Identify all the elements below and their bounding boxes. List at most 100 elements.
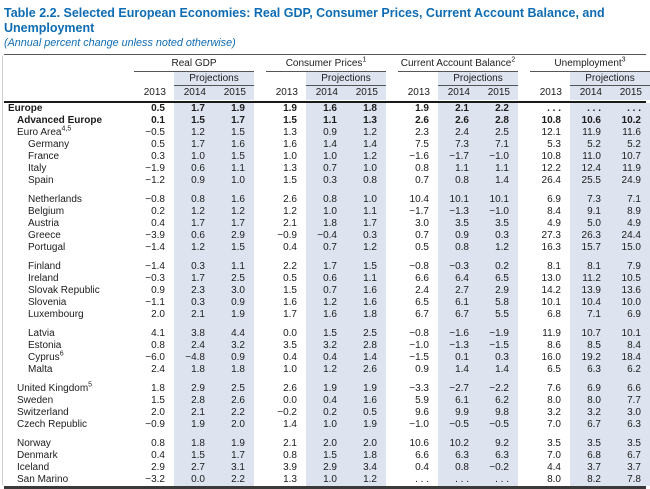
value-cell: 2.2: [214, 407, 254, 419]
row-label: Austria: [28, 218, 60, 229]
value-cell: 3.5: [547, 438, 561, 449]
value-cell: 8.9: [610, 206, 650, 218]
value-cell: 8.4: [610, 340, 650, 352]
value-cell: 19.2: [570, 352, 610, 364]
value-cell: 2.5: [346, 321, 386, 340]
value-cell: 1.4: [306, 139, 346, 151]
value-cell: 8.0: [547, 474, 561, 485]
projections-label: Projections: [306, 72, 386, 86]
value-cell: 2.9: [174, 376, 214, 395]
value-cell: 7.6: [547, 383, 561, 394]
value-cell: −1.7: [438, 151, 478, 163]
table-row: Luxembourg 2.0 2.1 1.9 1.7 1.6 1.8 6.7 6.7 5.5 6.8…: [4, 309, 650, 321]
value-cell: 6.3: [570, 364, 610, 376]
value-cell: 2.8: [174, 395, 214, 407]
value-cell: 1.0: [306, 474, 346, 486]
row-label: Finland: [28, 261, 61, 272]
value-cell: 1.5: [306, 321, 346, 340]
value-cell: 7.1: [570, 309, 610, 321]
value-cell: −0.5: [478, 419, 518, 431]
value-cell: 1.1: [346, 206, 386, 218]
value-cell: 24.9: [610, 175, 650, 187]
value-cell: 2.6: [415, 115, 429, 126]
value-cell: 0.2: [478, 254, 518, 273]
value-cell: 0.1: [151, 115, 165, 126]
value-cell: −0.8: [409, 328, 429, 339]
value-cell: 6.3: [438, 450, 478, 462]
value-cell: 0.0: [283, 395, 297, 406]
value-cell: −3.3: [409, 383, 429, 394]
table-row: Slovenia −1.1 0.3 0.9 1.6 1.2 1.6 6.5 6.1 5.8 10.1…: [4, 297, 650, 309]
value-cell: 2.2: [283, 261, 297, 272]
projections-label: Projections: [570, 72, 650, 86]
value-cell: 7.0: [547, 419, 561, 430]
value-cell: 0.5: [151, 103, 165, 114]
table-row: Europe 0.5 1.7 1.9 1.9 1.6 1.8 1.9 2.1 2.2. . .. …: [4, 103, 650, 115]
column-group-label: Real GDP: [134, 55, 254, 72]
value-cell: 3.5: [570, 431, 610, 450]
value-cell: 1.5: [174, 450, 214, 462]
value-cell: 2.6: [346, 364, 386, 376]
value-cell: 24.4: [610, 230, 650, 242]
value-cell: −0.3: [438, 254, 478, 273]
row-label: Norway: [17, 438, 51, 449]
value-cell: 0.5: [415, 242, 429, 253]
value-cell: 10.1: [438, 187, 478, 206]
value-cell: 0.7: [415, 230, 429, 241]
value-cell: 0.3: [174, 297, 214, 309]
value-cell: 1.8: [346, 450, 386, 462]
row-label: Spain: [28, 175, 54, 186]
value-cell: 0.8: [415, 163, 429, 174]
value-cell: 3.0: [415, 218, 429, 229]
value-cell: 16.0: [541, 352, 561, 363]
value-cell: 3.5: [438, 218, 478, 230]
value-cell: 0.8: [346, 175, 386, 187]
value-cell: 0.5: [346, 407, 386, 419]
value-cell: 2.4: [151, 364, 165, 375]
value-cell: 0.4: [151, 218, 165, 229]
value-cell: 1.5: [283, 285, 297, 296]
value-cell: 1.3: [283, 163, 297, 174]
value-cell: 0.8: [283, 450, 297, 461]
value-cell: −0.3: [145, 273, 165, 284]
value-cell: 2.6: [283, 194, 297, 205]
value-cell: 6.5: [478, 273, 518, 285]
table-subtitle: (Annual percent change unless noted othe…: [4, 37, 236, 49]
table-row: Austria 0.4 1.7 1.7 2.1 1.8 1.7 3.0 3.5 3.5 4.9 5.0…: [4, 218, 650, 230]
value-cell: 10.4: [409, 194, 429, 205]
value-cell: 6.7: [415, 309, 429, 320]
row-label: Estonia: [28, 340, 62, 351]
value-cell: 1.0: [306, 151, 346, 163]
value-cell: 10.5: [610, 273, 650, 285]
value-cell: 3.9: [283, 462, 297, 473]
value-cell: 0.5: [283, 273, 297, 284]
value-cell: 26.3: [570, 230, 610, 242]
value-cell: 2.1: [283, 438, 297, 449]
value-cell: 1.5: [214, 242, 254, 254]
value-cell: 2.6: [283, 383, 297, 394]
value-cell: −1.9: [478, 321, 518, 340]
value-cell: 2.6: [438, 115, 478, 127]
value-cell: −1.5: [409, 352, 429, 363]
row-label: Slovenia: [28, 297, 67, 308]
value-cell: 1.2: [346, 127, 386, 139]
table-body: Europe 0.5 1.7 1.9 1.9 1.6 1.8 1.9 2.1 2.2. . .. …: [4, 103, 650, 486]
value-cell: 1.0: [306, 419, 346, 431]
value-cell: 1.4: [283, 419, 297, 430]
value-cell: 12.4: [570, 163, 610, 175]
value-cell: −1.0: [478, 151, 518, 163]
value-cell: 6.5: [415, 297, 429, 308]
value-cell: 3.8: [174, 321, 214, 340]
projections-spacer: [134, 72, 174, 86]
value-cell: 7.0: [547, 450, 561, 461]
table-row: Malta 2.4 1.8 1.8 1.0 1.2 2.6 0.9 1.4 1.4 6.5 6.3 6.…: [4, 364, 650, 376]
value-cell: 1.8: [306, 218, 346, 230]
value-cell: 1.0: [283, 151, 297, 162]
year-label: 2013: [275, 87, 298, 98]
table-title: Table 2.2. Selected European Economies: …: [4, 6, 605, 35]
year-label: 2013: [539, 87, 562, 98]
projections-spacer: [266, 72, 306, 86]
value-cell: 0.2: [306, 407, 346, 419]
value-cell: 11.9: [610, 163, 650, 175]
value-cell: 1.5: [306, 450, 346, 462]
